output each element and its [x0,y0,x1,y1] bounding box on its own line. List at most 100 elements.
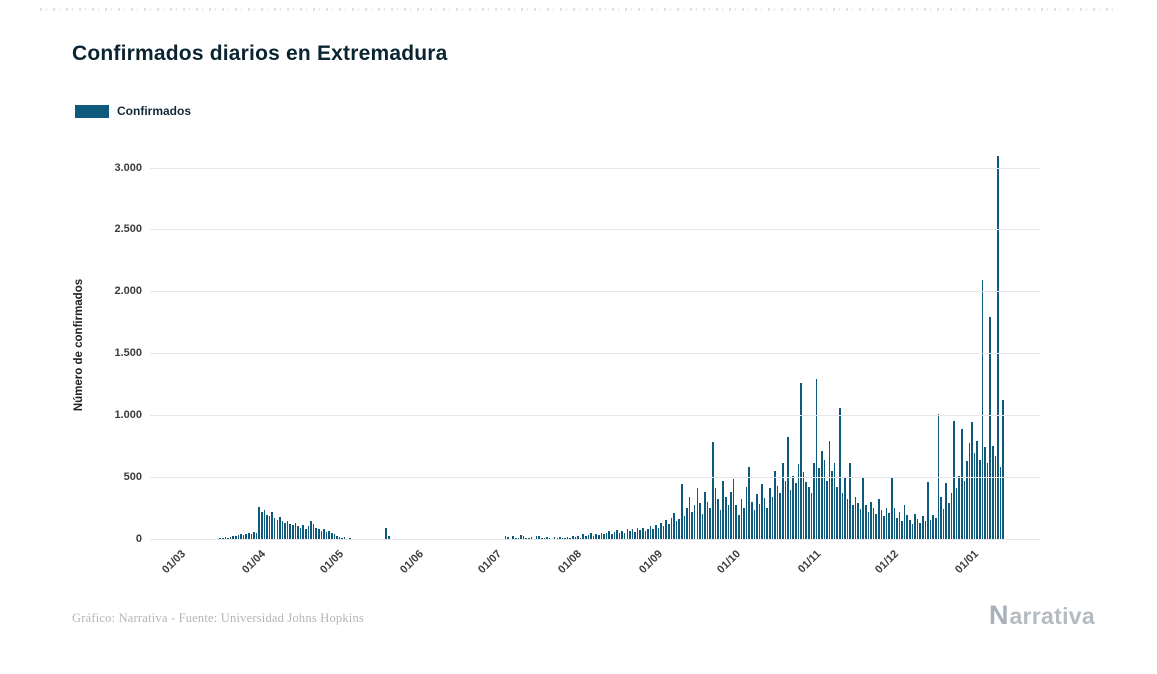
bar[interactable] [971,422,973,540]
bar[interactable] [642,527,644,540]
bar[interactable] [670,517,673,540]
bar[interactable] [805,481,807,540]
bar[interactable] [613,531,616,540]
bar[interactable] [919,522,922,540]
bar[interactable] [880,510,883,540]
bar[interactable] [667,523,670,540]
bar[interactable] [691,511,693,540]
bar[interactable] [559,536,561,540]
bar[interactable] [248,532,250,540]
bar[interactable] [605,533,608,540]
bar[interactable] [906,515,909,540]
bar[interactable] [857,502,859,540]
bar[interactable] [530,536,533,540]
bar[interactable] [222,537,224,540]
bar[interactable] [841,492,844,540]
bar[interactable] [572,536,574,540]
bar[interactable] [699,502,701,540]
bar[interactable] [989,317,992,540]
bar[interactable] [784,480,787,540]
bar[interactable] [732,479,735,540]
bar[interactable] [722,480,724,540]
bar[interactable] [963,480,966,540]
bar[interactable] [709,507,712,540]
bar[interactable] [911,523,914,540]
bar[interactable] [831,470,833,540]
bar[interactable] [735,505,737,540]
bar[interactable] [725,496,727,540]
bar[interactable] [883,516,885,540]
bar[interactable] [888,512,890,540]
bar[interactable] [616,530,618,540]
bar[interactable] [859,509,862,540]
bar[interactable] [836,486,839,540]
bar[interactable] [774,470,776,540]
bar[interactable] [255,533,258,540]
bar[interactable] [227,537,229,540]
bar[interactable] [634,531,636,540]
bar[interactable] [294,523,297,540]
bar[interactable] [623,533,626,540]
bar[interactable] [232,536,235,540]
bar[interactable] [307,525,310,540]
bar[interactable] [763,497,766,540]
bar[interactable] [621,530,623,540]
bar[interactable] [997,156,999,540]
bar[interactable] [743,507,745,540]
bar[interactable] [981,280,984,540]
bar[interactable] [618,532,621,540]
bar[interactable] [828,440,831,540]
bar[interactable] [631,529,634,540]
bar[interactable] [849,463,852,540]
bar[interactable] [872,507,875,540]
bar[interactable] [929,520,932,540]
bar[interactable] [603,534,605,540]
bar[interactable] [813,463,815,540]
bar[interactable] [999,466,1002,540]
bar[interactable] [639,530,642,540]
bar[interactable] [865,505,867,540]
bar[interactable] [515,537,517,540]
bar[interactable] [701,514,704,540]
bar[interactable] [782,463,784,540]
bar[interactable] [553,537,556,540]
bar[interactable] [224,537,227,540]
bar[interactable] [968,443,971,540]
bar[interactable] [260,512,263,540]
bar[interactable] [958,475,960,540]
bar[interactable] [870,501,872,540]
bar[interactable] [901,521,903,540]
bar[interactable] [273,518,276,540]
bar[interactable] [577,535,579,540]
bar[interactable] [595,533,597,540]
bar[interactable] [688,496,691,540]
bar[interactable] [779,492,782,540]
bar[interactable] [719,510,722,540]
bar[interactable] [693,505,696,540]
bar[interactable] [792,475,794,540]
bar[interactable] [315,528,317,540]
bar[interactable] [712,442,714,540]
bar[interactable] [289,523,292,540]
bar[interactable] [932,515,934,540]
bar[interactable] [787,437,789,540]
bar[interactable] [986,463,989,540]
bar[interactable] [579,537,582,540]
bar[interactable] [546,536,548,540]
bar[interactable] [903,505,906,540]
bar[interactable] [795,483,797,540]
bar[interactable] [976,440,979,540]
bar[interactable] [561,537,564,540]
bar[interactable] [966,460,968,540]
bar[interactable] [543,537,546,540]
bar[interactable] [649,526,652,540]
bar[interactable] [927,481,929,540]
bar[interactable] [922,516,924,540]
bar[interactable] [302,525,305,540]
bar[interactable] [235,536,237,540]
bar[interactable] [590,533,592,540]
bar[interactable] [525,537,527,540]
bar[interactable] [797,464,800,540]
bar[interactable] [250,533,253,540]
bar[interactable] [522,536,525,540]
